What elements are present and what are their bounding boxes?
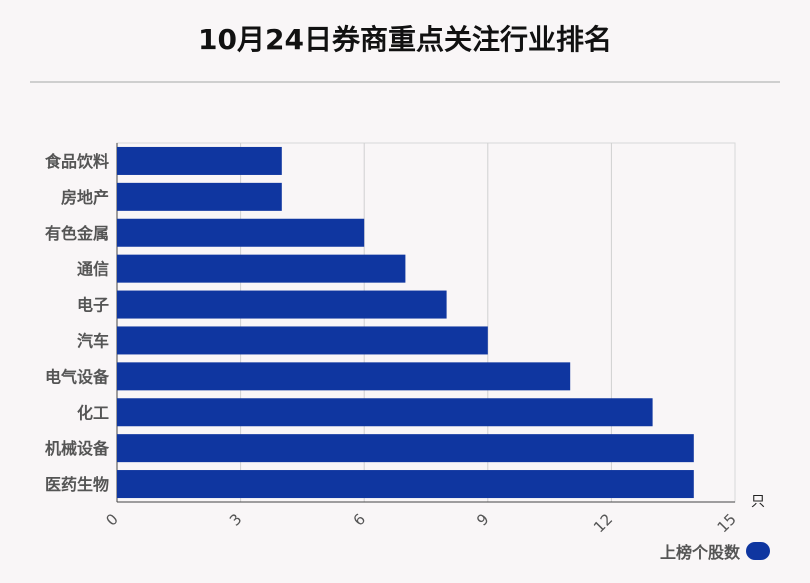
category-label: 机械设备: [45, 439, 110, 458]
x-tick-label: 3: [226, 510, 245, 529]
x-tick-label: 6: [350, 510, 369, 529]
category-label: 房地产: [61, 188, 109, 207]
legend-label: 上榜个股数: [659, 543, 740, 562]
category-label: 医药生物: [45, 475, 109, 494]
bar: [117, 218, 365, 247]
bar: [117, 398, 653, 427]
x-tick-label: 0: [102, 510, 121, 529]
bar: [117, 182, 282, 211]
bar: [117, 362, 571, 391]
category-label: 电气设备: [45, 367, 110, 386]
bar: [117, 146, 282, 175]
legend-swatch: [746, 542, 770, 560]
x-tick-label: 12: [590, 510, 616, 536]
title-divider: [30, 81, 780, 83]
category-label: 食品饮料: [44, 152, 109, 171]
chart-title: 10月24日券商重点关注行业排名: [198, 23, 612, 56]
category-label: 化工: [77, 403, 109, 422]
bar: [117, 470, 694, 499]
x-tick-label: 15: [714, 510, 740, 536]
category-label: 电子: [77, 296, 109, 315]
x-axis-unit: 只: [751, 494, 765, 510]
bar: [117, 326, 488, 355]
legend[interactable]: 上榜个股数: [660, 539, 770, 563]
bar: [117, 434, 694, 463]
bar: [117, 254, 406, 283]
category-label: 汽车: [77, 331, 109, 350]
category-label: 有色金属: [45, 224, 109, 243]
bar: [117, 290, 447, 319]
x-tick-label: 9: [473, 510, 492, 529]
category-label: 通信: [77, 260, 109, 279]
